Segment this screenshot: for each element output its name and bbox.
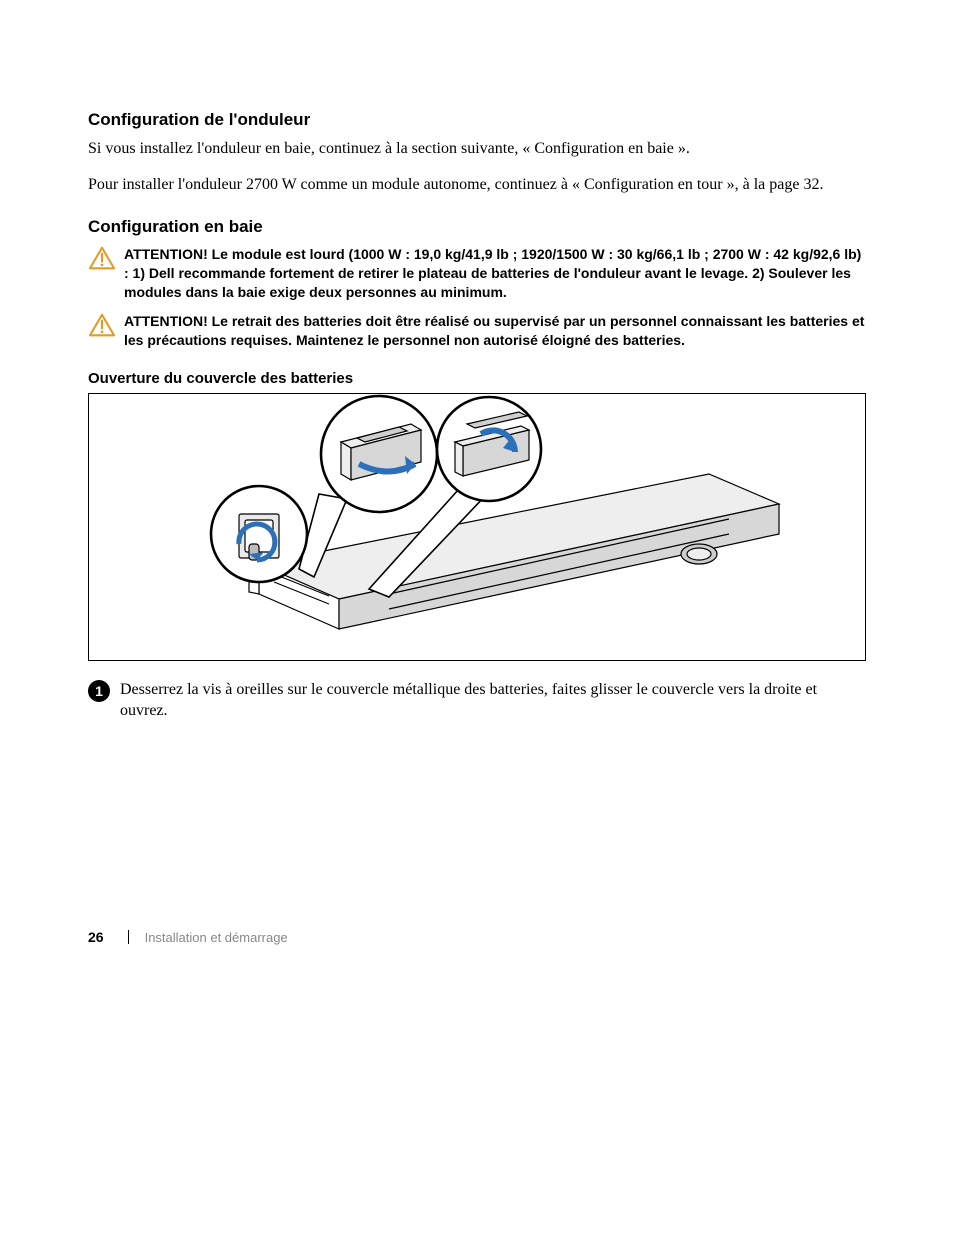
attention-block: ATTENTION! Le retrait des batteries doit… [88, 312, 866, 350]
attention-text: ATTENTION! Le module est lourd (1000 W :… [124, 245, 866, 302]
footer-divider [128, 930, 129, 944]
warning-icon [88, 246, 116, 275]
step-text: Desserrez la vis à oreilles sur le couve… [120, 679, 866, 722]
subheading-ouverture-couvercle: Ouverture du couvercle des batteries [88, 370, 866, 387]
figure-illustration [89, 394, 865, 660]
attention-text: ATTENTION! Le retrait des batteries doit… [124, 312, 866, 350]
section-heading-configuration-baie: Configuration en baie [88, 217, 866, 237]
page-number: 26 [88, 929, 104, 945]
attention-label: ATTENTION! [124, 313, 208, 329]
footer-chapter-title: Installation et démarrage [145, 930, 288, 945]
attention-body: Le retrait des batteries doit être réali… [124, 313, 864, 348]
attention-body: Le module est lourd (1000 W : 19,0 kg/41… [124, 246, 861, 300]
attention-block: ATTENTION! Le module est lourd (1000 W :… [88, 245, 866, 302]
page-footer: 26 Installation et démarrage [88, 929, 288, 945]
paragraph: Si vous installez l'onduleur en baie, co… [88, 138, 866, 160]
attention-label: ATTENTION! [124, 246, 208, 262]
paragraph: Pour installer l'onduleur 2700 W comme u… [88, 174, 866, 196]
section-heading-configuration-onduleur: Configuration de l'onduleur [88, 110, 866, 130]
figure-battery-cover [88, 393, 866, 661]
step-number-badge: 1 [88, 680, 110, 702]
numbered-step: 1 Desserrez la vis à oreilles sur le cou… [88, 679, 866, 722]
warning-icon [88, 313, 116, 342]
